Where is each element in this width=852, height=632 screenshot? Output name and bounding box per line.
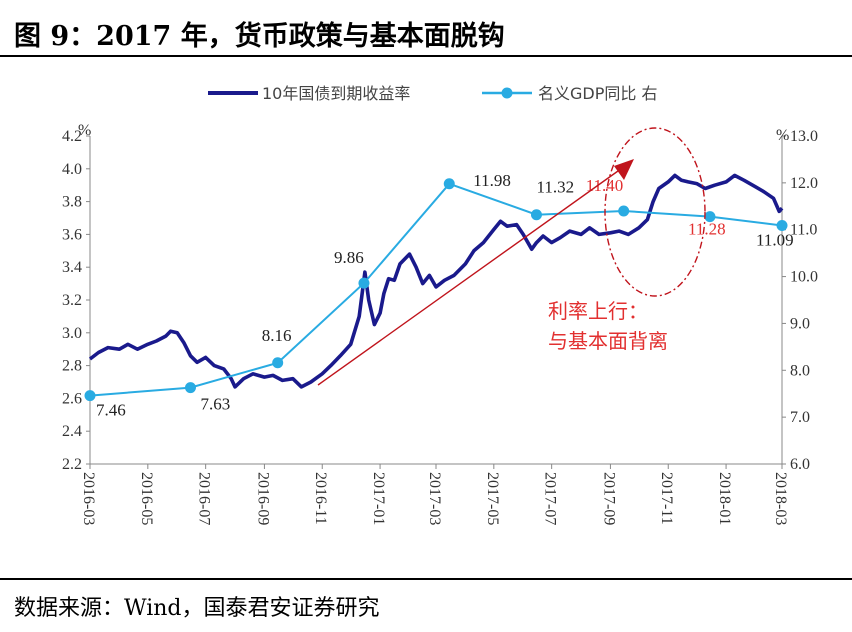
trend-arrowhead — [614, 159, 634, 180]
gdp-data-label: 11.32 — [536, 178, 574, 197]
right-tick-label: 7.0 — [790, 409, 810, 426]
left-tick-label: 3.0 — [62, 325, 82, 342]
trend-arrow-line — [317, 165, 626, 386]
annotation-line-1: 利率上行： — [548, 299, 648, 323]
x-tick-label: 2016-09 — [254, 472, 271, 525]
source-note: 数据来源：Wind，国泰君安证券研究 — [14, 596, 380, 621]
gdp-point — [776, 219, 788, 231]
legend-marker-gdp — [501, 87, 513, 99]
left-tick-label: 2.2 — [62, 456, 82, 473]
left-tick-label: 2.4 — [62, 423, 82, 440]
x-tick-label: 2017-03 — [426, 472, 443, 525]
gdp-point — [443, 178, 455, 190]
x-tick-label: 2017-07 — [542, 472, 559, 525]
gdp-data-label: 11.09 — [756, 230, 794, 249]
gdp-point — [358, 277, 370, 289]
right-axis-unit: % — [776, 127, 789, 144]
left-tick-label: 2.8 — [62, 358, 82, 375]
yield-series-line — [88, 173, 784, 389]
x-tick-label: 2017-09 — [600, 472, 617, 525]
right-tick-label: 12.0 — [790, 175, 818, 192]
gdp-data-label: 8.16 — [262, 326, 292, 345]
gdp-data-label: 9.86 — [334, 248, 364, 267]
source-divider — [0, 578, 852, 580]
x-tick-label: 2018-01 — [716, 472, 733, 525]
left-tick-label: 4.0 — [62, 161, 82, 178]
gdp-data-label: 7.46 — [96, 401, 126, 420]
left-tick-label: 3.6 — [62, 226, 82, 243]
title-divider — [0, 55, 852, 57]
right-tick-label: 6.0 — [790, 456, 810, 473]
legend-label-yield: 10年国债到期收益率 — [262, 84, 410, 103]
x-tick-label: 2018-03 — [772, 472, 789, 525]
x-tick-label: 2016-07 — [196, 472, 213, 525]
gdp-data-label: 7.63 — [200, 395, 230, 414]
gdp-point — [618, 205, 630, 217]
left-tick-label: 2.6 — [62, 390, 82, 407]
gdp-point — [530, 209, 542, 221]
gdp-series-line — [89, 182, 783, 397]
figure-title: 图 9：2017 年，货币政策与基本面脱钩 — [14, 21, 505, 52]
x-tick-label: 2017-11 — [658, 472, 675, 525]
right-tick-label: 8.0 — [790, 362, 810, 379]
x-tick-label: 2017-05 — [484, 472, 501, 525]
x-tick-label: 2016-05 — [138, 472, 155, 525]
x-tick-label: 2017-01 — [370, 472, 387, 525]
right-tick-label: 9.0 — [790, 315, 810, 332]
gdp-data-label: 11.28 — [688, 220, 726, 239]
gdp-point — [704, 211, 716, 223]
x-tick-label: 2016-11 — [312, 472, 329, 525]
highlight-ellipse — [604, 127, 706, 297]
left-tick-label: 4.2 — [62, 128, 82, 145]
annotation-line-2: 与基本面背离 — [548, 329, 668, 353]
gdp-data-label: 11.40 — [586, 176, 624, 195]
x-tick-label: 2016-03 — [80, 472, 97, 525]
left-tick-label: 3.8 — [62, 194, 82, 211]
right-tick-label: 13.0 — [790, 128, 818, 145]
right-tick-label: 11.0 — [790, 222, 817, 239]
gdp-point — [184, 382, 196, 394]
chart-canvas: 2.2 2.4 2.6 2.8 3.0 3.2 3.4 3.6 3.8 4.0 4.2% 6.0 7.0… — [62, 84, 818, 525]
left-tick-label: 3.4 — [62, 259, 82, 276]
gdp-point — [84, 390, 96, 402]
left-tick-label: 3.2 — [62, 292, 82, 309]
gdp-point — [272, 357, 284, 369]
right-tick-label: 10.0 — [790, 269, 818, 286]
gdp-data-label: 11.98 — [473, 171, 511, 190]
left-axis-unit: % — [78, 122, 91, 139]
legend-label-gdp: 名义GDP同比 右 — [538, 84, 657, 103]
